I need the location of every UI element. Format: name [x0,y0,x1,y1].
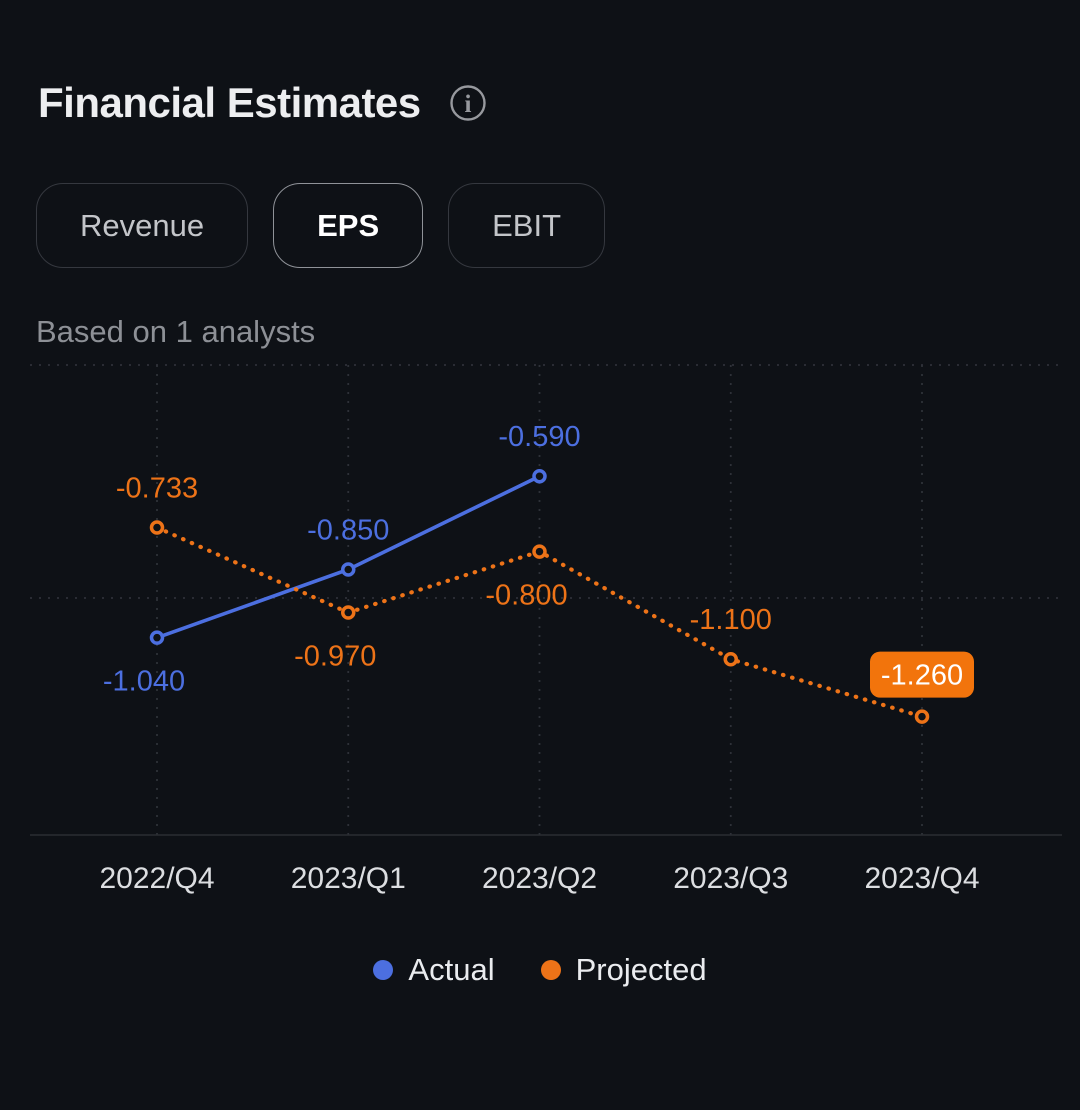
header: Financial Estimates i [38,79,489,126]
legend-item-actual[interactable]: Actual [373,952,495,988]
tab-revenue[interactable]: Revenue [36,183,249,268]
page-title: Financial Estimates [38,79,421,126]
actual-dot-icon [373,960,394,980]
x-axis-label-3: 2023/Q3 [673,862,788,895]
marker-actual-0[interactable] [149,630,165,645]
legend-label-projected: Projected [575,952,707,987]
marker-projected-4[interactable] [914,709,930,724]
tab-ebit[interactable]: EBIT [448,183,606,268]
svg-text:i: i [464,91,471,118]
value-label-actual-2: -0.590 [498,421,580,453]
estimates-chart[interactable]: 2022/Q4 2023/Q1 2023/Q2 2023/Q3 2023/Q4 -1.04… [0,350,1080,910]
value-badge [870,651,974,698]
value-label-projected-1: -0.970 [294,641,376,673]
analysts-note: Based on 1 analysts [36,314,316,349]
chart-legend: Actual Projected [0,952,1080,988]
value-label-actual-0: -1.040 [103,666,185,698]
info-icon[interactable]: i [447,82,489,124]
value-label-actual-1: -0.850 [307,515,389,547]
x-axis-label-2: 2023/Q2 [482,862,597,895]
marker-actual-1[interactable] [341,562,356,577]
value-label-projected-2: -0.800 [485,580,567,612]
value-label-projected-0: -0.733 [116,473,198,505]
legend-label-actual: Actual [408,952,495,987]
metric-tabs: Revenue EPS EBIT [36,183,606,268]
marker-actual-2[interactable] [532,468,547,484]
marker-projected-2[interactable] [532,544,547,559]
x-axis-label-4: 2023/Q4 [864,862,979,895]
value-badge-label: -1.260 [881,660,963,692]
value-label-projected-3: -1.100 [690,604,772,636]
x-axis-label-1: 2023/Q1 [291,862,406,895]
marker-projected-3[interactable] [723,651,738,667]
marker-projected-0[interactable] [149,520,165,535]
marker-projected-1[interactable] [341,605,356,620]
projected-dot-icon [540,960,561,980]
x-axis-label-0: 2022/Q4 [99,862,214,895]
legend-item-projected[interactable]: Projected [540,952,707,988]
tab-eps[interactable]: EPS [273,183,424,268]
